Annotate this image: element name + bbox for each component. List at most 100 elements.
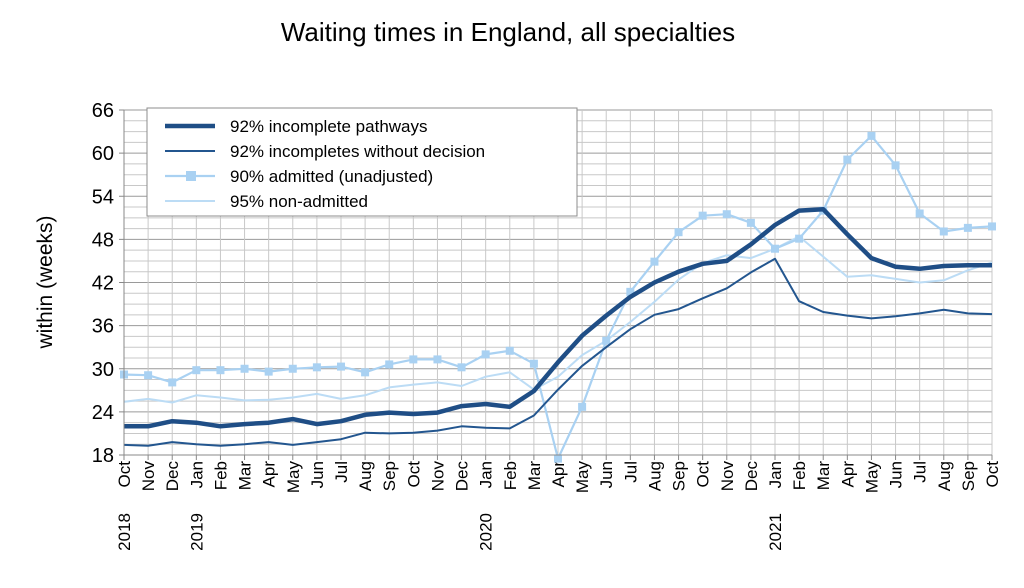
x-tick-label: Feb xyxy=(501,461,520,490)
series-marker xyxy=(674,228,683,237)
x-tick-label: Jun xyxy=(597,461,616,488)
x-tick-label: Jan xyxy=(477,461,496,488)
x-tick-label: Feb xyxy=(790,461,809,490)
x-tick-label: Dec xyxy=(453,461,472,492)
legend-label: 92% incompletes without decision xyxy=(230,142,485,161)
series-marker xyxy=(361,368,370,377)
series-marker xyxy=(216,366,225,375)
x-tick-label: Jan xyxy=(766,461,785,488)
series-marker xyxy=(915,209,924,218)
legend-label: 92% incomplete pathways xyxy=(230,117,428,136)
series-marker xyxy=(578,402,587,411)
x-tick-label: May xyxy=(573,461,592,494)
series-marker xyxy=(505,346,514,355)
chart-title: Waiting times in England, all specialtie… xyxy=(281,17,735,47)
x-tick-label: Oct xyxy=(115,461,134,488)
x-tick-label: Mar xyxy=(236,461,255,491)
x-tick-label: Oct xyxy=(404,461,423,488)
series-marker xyxy=(264,367,273,376)
series-marker xyxy=(144,371,153,380)
x-tick-label: May xyxy=(862,461,881,494)
x-year-label: 2020 xyxy=(477,513,496,551)
y-tick-label: 66 xyxy=(92,100,114,122)
legend-label: 95% non-admitted xyxy=(230,192,368,211)
x-tick-label: Nov xyxy=(139,461,158,492)
series-marker xyxy=(168,378,177,387)
x-tick-label: Nov xyxy=(718,461,737,492)
series-marker xyxy=(867,131,876,140)
series-marker xyxy=(771,244,779,253)
x-tick-label: Sep xyxy=(380,461,399,491)
x-tick-label: Nov xyxy=(428,461,447,492)
x-tick-label: Apr xyxy=(260,461,279,488)
series-marker xyxy=(602,336,611,345)
series-line-0 xyxy=(124,206,992,429)
x-tick-label: Mar xyxy=(525,461,544,491)
y-axis-label: within (weeks) xyxy=(34,215,57,349)
series-marker xyxy=(988,222,996,231)
series-marker xyxy=(843,155,852,164)
series-line-1 xyxy=(123,257,993,447)
series-marker xyxy=(891,161,900,170)
series-marker xyxy=(409,355,418,364)
x-tick-label: Jul xyxy=(332,461,351,483)
series-marker xyxy=(529,359,538,368)
y-tick-label: 42 xyxy=(92,273,114,295)
x-tick-label: May xyxy=(284,461,303,494)
x-tick-label: Feb xyxy=(211,461,230,490)
y-tick-label: 30 xyxy=(92,359,114,381)
series-marker xyxy=(963,223,972,232)
series-marker xyxy=(722,210,731,219)
series-marker xyxy=(433,355,442,364)
x-tick-label: Jan xyxy=(187,461,206,488)
legend-marker xyxy=(186,171,196,181)
series-marker xyxy=(650,257,659,266)
x-tick-label: Sep xyxy=(670,461,689,491)
y-tick-label: 24 xyxy=(92,402,114,424)
series-marker xyxy=(939,227,948,236)
x-tick-label: Mar xyxy=(814,461,833,491)
y-tick-label: 60 xyxy=(92,143,114,165)
y-tick-label: 18 xyxy=(92,445,114,467)
x-tick-label: Jun xyxy=(308,461,327,488)
series-marker xyxy=(192,366,201,375)
x-tick-label: Apr xyxy=(838,461,857,488)
x-year-label: 2021 xyxy=(766,513,785,551)
x-tick-label: Aug xyxy=(356,461,375,491)
x-tick-label: Jul xyxy=(911,461,930,483)
series-marker xyxy=(554,454,562,463)
y-axis-ticks: 18 24 30 36 42 48 54 60 66 xyxy=(92,100,124,467)
legend: 92% incomplete pathways 92% incompletes w… xyxy=(146,107,578,217)
legend-label: 90% admitted (unadjusted) xyxy=(230,167,433,186)
x-year-label: 2018 xyxy=(115,513,134,551)
legend-box xyxy=(146,107,578,217)
series-marker xyxy=(240,364,249,373)
series-marker xyxy=(481,350,490,359)
y-tick-label: 54 xyxy=(92,186,114,208)
series-marker xyxy=(337,362,345,371)
x-tick-label: Oct xyxy=(694,461,713,488)
x-tick-label: Oct xyxy=(983,461,1002,488)
series-marker xyxy=(457,363,466,372)
series-marker xyxy=(795,234,804,243)
series-marker xyxy=(746,218,755,227)
x-tick-label: Jun xyxy=(887,461,906,488)
y-tick-label: 36 xyxy=(92,316,114,338)
series-layer xyxy=(120,131,996,463)
series-marker xyxy=(312,363,321,372)
series-line-3 xyxy=(123,235,993,404)
x-tick-label: Dec xyxy=(742,461,761,492)
x-tick-label: Aug xyxy=(935,461,954,491)
series-marker xyxy=(385,360,394,369)
series-marker xyxy=(288,364,297,373)
x-tick-label: Sep xyxy=(959,461,978,491)
y-tick-label: 48 xyxy=(92,229,114,251)
x-tick-label: Aug xyxy=(645,461,664,491)
series-marker xyxy=(626,287,635,296)
x-axis-ticks: Oct Nov Dec Jan Feb Mar Apr May Jun Jul Aug Sep Oct N… xyxy=(115,455,1002,551)
series-marker xyxy=(698,211,707,220)
x-tick-label: Dec xyxy=(163,461,182,492)
x-year-label: 2019 xyxy=(187,513,206,551)
x-tick-label: Apr xyxy=(549,461,568,488)
